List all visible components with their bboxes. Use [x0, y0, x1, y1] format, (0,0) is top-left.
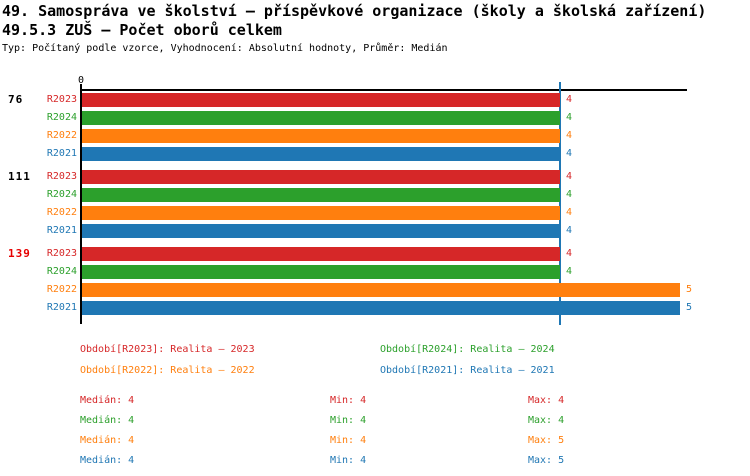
bar-value-label-R2022: 5	[686, 284, 693, 295]
bar-row-label-R2024: R2024	[46, 189, 77, 200]
bar-value-label-R2021: 4	[566, 225, 573, 236]
report-subtitle: Typ: Počítaný podle vzorce, Vyhodnocení:…	[2, 43, 448, 54]
group-label-111: 111	[8, 170, 31, 183]
bar-row-label-R2021: R2021	[46, 302, 77, 313]
stat-median-R2024: Medián: 4	[80, 415, 135, 426]
legend-item-R2021: Období[R2021]: Realita – 2021	[380, 365, 555, 376]
bar-R2024	[82, 265, 560, 279]
legend-item-R2024: Období[R2024]: Realita – 2024	[380, 344, 555, 355]
bar-R2022	[82, 283, 680, 297]
legend-item-R2023: Období[R2023]: Realita – 2023	[80, 344, 255, 355]
bar-value-label-R2022: 4	[566, 207, 573, 218]
median-reference-line	[559, 82, 561, 325]
report-title-line1: 49. Samospráva ve školství – příspěvkové…	[2, 2, 707, 20]
bar-value-label-R2024: 4	[566, 266, 573, 277]
stat-min-R2023: Min: 4	[330, 395, 367, 406]
stat-median-R2022: Medián: 4	[80, 435, 135, 446]
bar-row-label-R2022: R2022	[46, 207, 77, 218]
bar-value-label-R2021: 5	[686, 302, 693, 313]
bar-value-label-R2024: 4	[566, 189, 573, 200]
stat-min-R2022: Min: 4	[330, 435, 367, 446]
bar-row-label-R2023: R2023	[46, 94, 77, 105]
bar-row-label-R2022: R2022	[46, 130, 77, 141]
bar-row-label-R2023: R2023	[46, 248, 77, 259]
bar-value-label-R2022: 4	[566, 130, 573, 141]
stat-min-R2021: Min: 4	[330, 455, 367, 466]
bar-row-label-R2021: R2021	[46, 225, 77, 236]
stat-median-R2023: Medián: 4	[80, 395, 135, 406]
bar-value-label-R2024: 4	[566, 112, 573, 123]
bar-R2023	[82, 247, 560, 261]
group-label-76: 76	[8, 93, 24, 106]
stat-max-R2023: Max: 4	[528, 395, 565, 406]
bar-R2021	[82, 224, 560, 238]
bar-R2023	[82, 170, 560, 184]
bar-row-label-R2023: R2023	[46, 171, 77, 182]
x-axis-zero-tick-label: 0	[77, 75, 85, 86]
stat-max-R2024: Max: 4	[528, 415, 565, 426]
bar-R2021	[82, 301, 680, 315]
stat-median-R2021: Medián: 4	[80, 455, 135, 466]
report-title-line2: 49.5.3 ZUŠ – Počet oborů celkem	[2, 21, 282, 39]
x-axis-line	[80, 89, 687, 91]
bar-R2024	[82, 111, 560, 125]
bar-R2024	[82, 188, 560, 202]
stat-max-R2022: Max: 5	[528, 435, 565, 446]
y-axis-line	[80, 84, 82, 324]
bar-value-label-R2021: 4	[566, 148, 573, 159]
bar-R2022	[82, 129, 560, 143]
bar-value-label-R2023: 4	[566, 171, 573, 182]
bar-R2023	[82, 93, 560, 107]
bar-R2022	[82, 206, 560, 220]
bar-value-label-R2023: 4	[566, 248, 573, 259]
bar-row-label-R2024: R2024	[46, 266, 77, 277]
bar-value-label-R2023: 4	[566, 94, 573, 105]
bar-row-label-R2021: R2021	[46, 148, 77, 159]
stat-max-R2021: Max: 5	[528, 455, 565, 466]
bar-row-label-R2022: R2022	[46, 284, 77, 295]
bar-chart: 0 76 R2023 4 R2024 4 R2022 4 R2021 4 111 R2023 4 R20…	[8, 75, 693, 325]
stat-min-R2024: Min: 4	[330, 415, 367, 426]
bar-row-label-R2024: R2024	[46, 112, 77, 123]
group-label-139: 139	[8, 247, 31, 260]
legend-item-R2022: Období[R2022]: Realita – 2022	[80, 365, 255, 376]
bar-R2021	[82, 147, 560, 161]
